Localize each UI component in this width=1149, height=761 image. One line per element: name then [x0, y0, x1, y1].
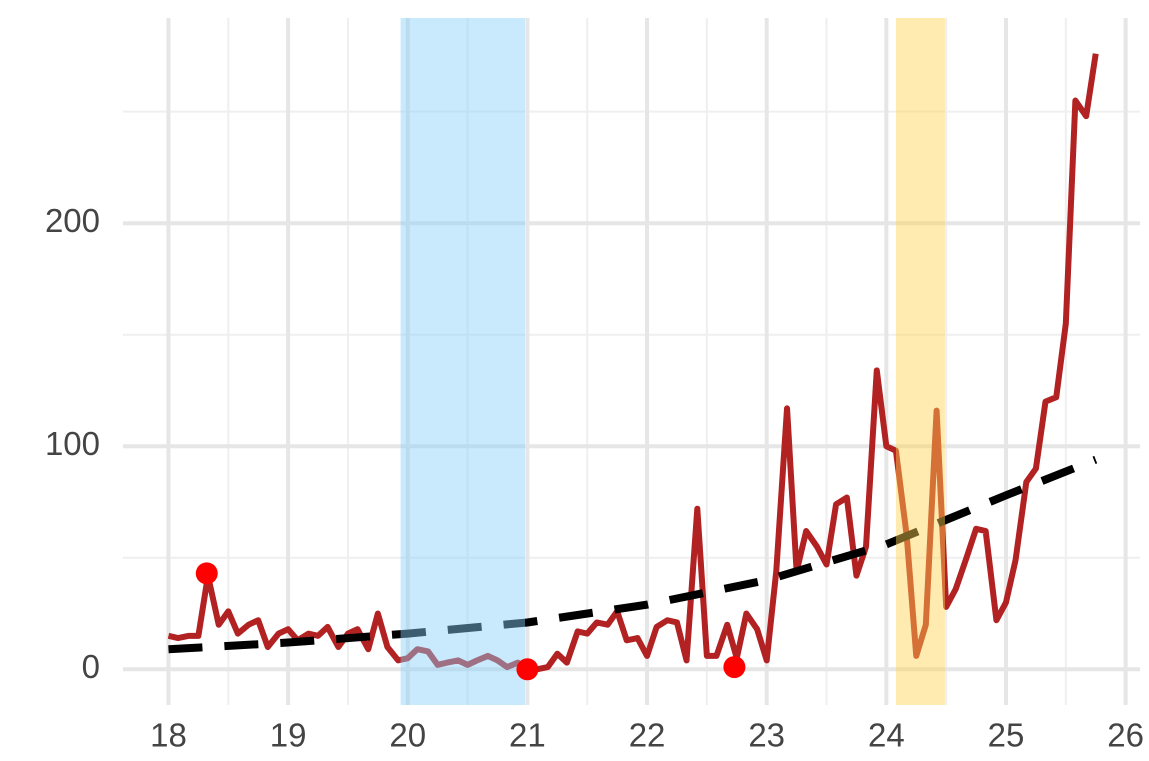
x-tick-label: 23	[748, 717, 785, 754]
highlight-point	[723, 656, 746, 679]
y-tick-label: 200	[45, 202, 100, 239]
y-tick-label: 100	[45, 425, 100, 462]
shaded-band	[895, 18, 945, 705]
x-tick-label: 19	[270, 717, 307, 754]
data-line	[167, 53, 1099, 673]
x-tick-label: 25	[988, 717, 1025, 754]
highlight-point	[516, 658, 539, 681]
x-tick-label: 26	[1107, 717, 1144, 754]
x-tick-label: 20	[389, 717, 426, 754]
x-tick-label: 24	[868, 717, 905, 754]
x-tick-label: 21	[509, 717, 546, 754]
y-tick-label: 0	[82, 648, 100, 685]
trend-line	[168, 455, 1098, 654]
x-tick-label: 22	[629, 717, 666, 754]
shaded-band	[400, 18, 526, 705]
x-tick-label: 18	[150, 717, 187, 754]
highlight-point	[195, 562, 218, 585]
